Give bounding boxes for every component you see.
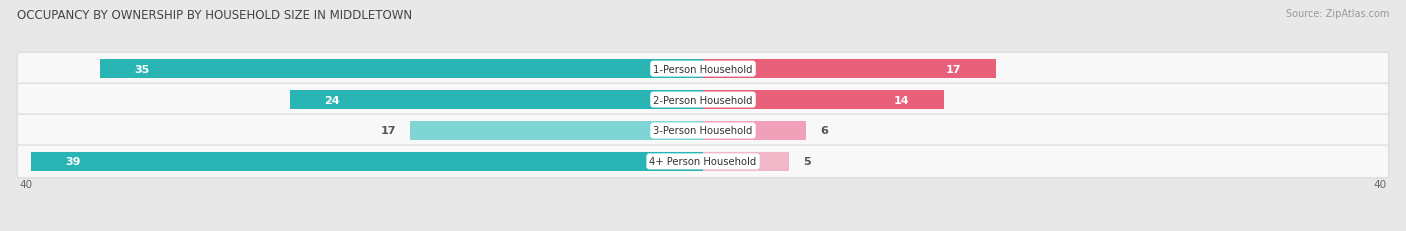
Bar [100, 60, 703, 79]
Text: 4+ Person Household: 4+ Person Household [650, 157, 756, 167]
Text: 2-Person Household: 2-Person Household [654, 95, 752, 105]
Text: 39: 39 [66, 157, 82, 167]
Bar [703, 91, 945, 110]
FancyBboxPatch shape [17, 84, 1389, 116]
Text: OCCUPANCY BY OWNERSHIP BY HOUSEHOLD SIZE IN MIDDLETOWN: OCCUPANCY BY OWNERSHIP BY HOUSEHOLD SIZE… [17, 9, 412, 22]
Bar [703, 152, 789, 171]
Bar [290, 91, 703, 110]
Text: 24: 24 [323, 95, 340, 105]
FancyBboxPatch shape [17, 115, 1389, 147]
Text: 17: 17 [381, 126, 396, 136]
Text: 17: 17 [946, 64, 962, 74]
FancyBboxPatch shape [17, 53, 1389, 86]
Text: 5: 5 [803, 157, 810, 167]
Text: 40: 40 [20, 179, 32, 189]
Bar [703, 60, 995, 79]
Text: 6: 6 [820, 126, 828, 136]
Text: 40: 40 [1374, 179, 1386, 189]
Bar [31, 152, 703, 171]
Text: 1-Person Household: 1-Person Household [654, 64, 752, 74]
Text: Source: ZipAtlas.com: Source: ZipAtlas.com [1285, 9, 1389, 19]
FancyBboxPatch shape [17, 145, 1389, 178]
Bar [703, 121, 807, 140]
Text: 14: 14 [894, 95, 910, 105]
Bar [411, 121, 703, 140]
Text: 35: 35 [135, 64, 150, 74]
Text: 3-Person Household: 3-Person Household [654, 126, 752, 136]
